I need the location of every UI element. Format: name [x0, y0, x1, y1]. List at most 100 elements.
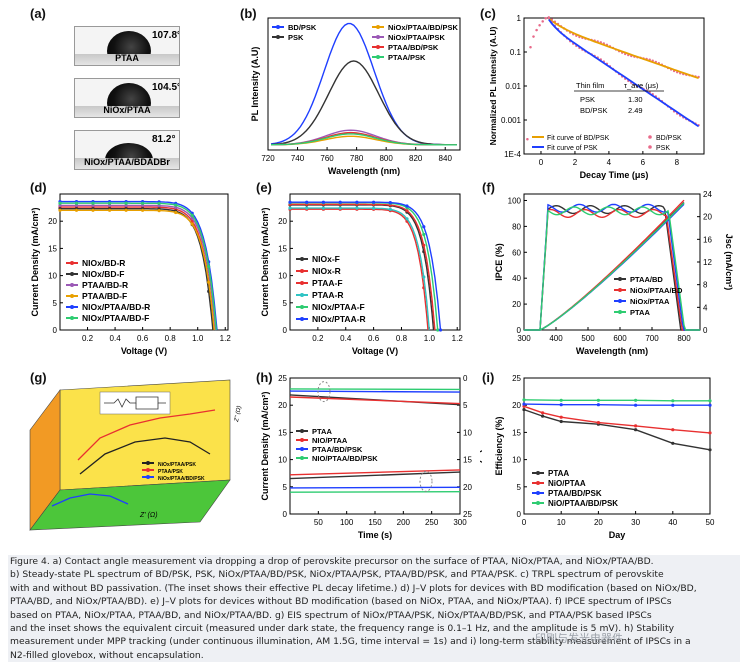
legend-marker — [376, 45, 380, 49]
x-tick-label: 2 — [573, 158, 578, 167]
legend-marker — [300, 317, 304, 321]
eis-curve-ptaa — [77, 409, 216, 461]
legend-marker — [300, 305, 304, 309]
x-tick-label: 0 — [539, 158, 544, 167]
jv-marker — [91, 208, 95, 212]
y-tick-label: 5 — [283, 299, 288, 308]
contact-angle-value: 81.2° — [152, 134, 176, 145]
contact-angle-value: 107.8° — [152, 30, 180, 41]
y-tick-label: 20 — [278, 401, 287, 410]
jv-marker — [174, 205, 178, 209]
legend-label: NiOx/PTAA — [630, 297, 670, 306]
efficiency-marker — [671, 403, 675, 407]
x-tick-label: 4 — [607, 158, 612, 167]
efficiency-marker — [708, 431, 712, 435]
jv-marker — [157, 204, 161, 208]
trpl-data-point — [526, 138, 529, 141]
y2-axis-label: Jsc (mA/cm²) — [724, 234, 734, 291]
legend-marker — [648, 145, 652, 149]
y-tick-label: 15 — [512, 428, 521, 437]
jv-marker — [58, 208, 62, 212]
y-tick-label: 0.1 — [510, 48, 522, 57]
jv-marker — [207, 264, 211, 269]
legend-label: NIO/PTAA/BD/PSK — [312, 454, 378, 463]
y-tick-label: 15 — [278, 244, 287, 253]
y-axis-label: Current Density (mA/cm²) — [30, 207, 40, 316]
pce-line — [289, 486, 461, 489]
y2-tick-label: 5 — [463, 401, 468, 410]
jv-marker — [405, 217, 409, 221]
legend-label: PSK — [288, 33, 304, 42]
x-tick-label: 300 — [453, 518, 467, 527]
y2-tick-label: 0 — [703, 326, 708, 335]
y2-tick-label: 16 — [703, 235, 712, 244]
jv-curve — [60, 206, 215, 331]
efficiency-marker — [559, 419, 563, 424]
jv-marker — [91, 201, 95, 205]
efficiency-marker — [522, 404, 526, 408]
caption-line: PTAA/BD, and NiOx/PTAA/BD). e) J–V plots… — [10, 596, 672, 608]
jv-without-bd-chart: 0.2 0.4 0.6 0.8 1.0 1.2 Voltage (V) 0 5 10 15 20 Cur… — [260, 193, 463, 356]
x-tick-label: 250 — [425, 518, 439, 527]
caption-line: with and without BD passivation. (The in… — [10, 582, 697, 594]
legend-label: PTAA/BD/PSK — [548, 489, 602, 498]
eis-curve-bd — [51, 493, 129, 507]
legend-label: NiOx/PTAA/BD/PSK — [388, 23, 458, 32]
y-axis-label: IPCE (%) — [494, 243, 504, 281]
jv-marker — [74, 208, 79, 212]
legend-label: PTAA — [312, 427, 332, 436]
legend-label: PTAA — [548, 469, 569, 478]
x-tick-label: 0.4 — [340, 334, 352, 343]
legend-label: NIO/PTAA — [312, 436, 348, 445]
jv-marker — [124, 201, 128, 205]
y-tick-label: 10 — [512, 456, 521, 465]
jv-marker — [157, 209, 161, 213]
long-term-stability-chart: 0 10 20 30 40 50 Day 0 5 10 15 20 25 Efficiency (%) PT… — [494, 374, 715, 540]
pl-series-line — [270, 60, 457, 146]
efficiency-marker — [708, 399, 712, 403]
efficiency-line — [523, 405, 711, 434]
panel-label-b: (b) — [240, 6, 257, 21]
legend-marker — [618, 299, 622, 303]
y-tick-label: 25 — [278, 374, 287, 383]
x-tick-label: 0.4 — [110, 334, 122, 343]
legend-label: PTAA — [630, 308, 650, 317]
highlight-ellipse — [317, 381, 331, 403]
x-tick-label: 6 — [641, 158, 646, 167]
efficiency-line — [523, 403, 710, 406]
jv-marker — [338, 206, 342, 210]
efficiency-marker — [671, 428, 675, 432]
y-tick-label: 20 — [512, 300, 521, 309]
jv-marker — [141, 201, 145, 205]
legend-marker — [70, 294, 74, 298]
jv-marker — [305, 200, 309, 204]
x-tick-label: 500 — [581, 334, 595, 343]
substrate-label: NiOx/PTAA/BDADBr — [84, 157, 170, 167]
y-axis-label: Current Density (mA/cm²) — [260, 391, 270, 500]
x-tick-label: 820 — [409, 154, 423, 163]
legend-label: PTAA-R — [312, 290, 343, 300]
y2-tick-label: 4 — [703, 303, 708, 312]
y-tick-label: 5 — [283, 483, 288, 492]
substrate-label: PTAA — [115, 53, 139, 63]
y2-tick-label: 12 — [703, 258, 712, 267]
figure-caption: Figure 4. a) Contact angle measurement v… — [8, 555, 740, 663]
y-tick-label: 15 — [48, 244, 57, 253]
jv-marker — [405, 209, 409, 213]
jv-marker — [108, 208, 112, 212]
table-cell: 1.30 — [628, 95, 643, 104]
panel-label-f: (f) — [482, 180, 495, 195]
jv-curve — [60, 204, 217, 331]
jv-marker — [91, 203, 95, 207]
legend-label: NIOx/BD-F — [82, 269, 125, 279]
y-tick-label: 1 — [517, 14, 522, 23]
efficiency-marker — [541, 414, 545, 418]
pce-line — [289, 490, 461, 493]
watermark-text: 印刷与发光电器件 — [535, 632, 623, 645]
x-tick-label: 0 — [522, 518, 527, 527]
x-tick-label: 0.2 — [82, 334, 94, 343]
legend-marker — [376, 55, 380, 59]
legend-marker — [536, 491, 540, 495]
legend-label: BD/PSK — [656, 135, 682, 142]
